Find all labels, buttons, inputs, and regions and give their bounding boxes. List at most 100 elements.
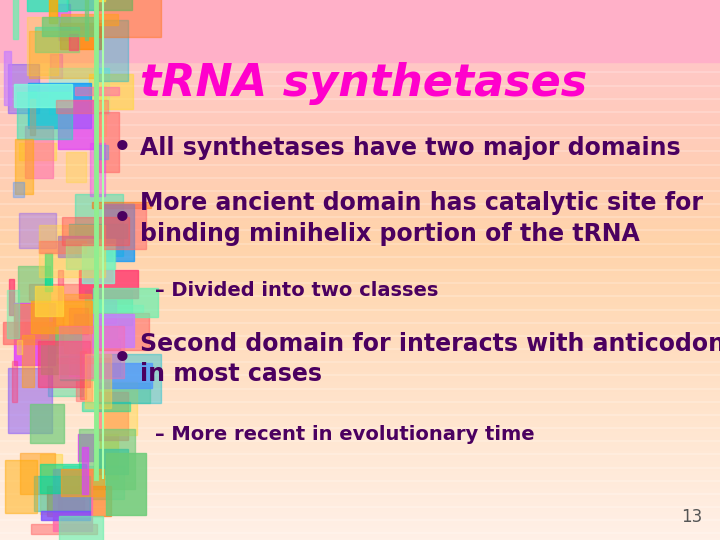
Bar (49, 68, 109, 114)
Bar (14, 304, 48, 338)
Bar (84, 0, 88, 40)
Bar (55, 100, 107, 113)
Bar (15, 139, 33, 194)
Bar (78, 429, 135, 489)
Bar (62, 217, 129, 245)
Bar (99, 21, 128, 81)
Bar (99, 354, 161, 403)
Bar (30, 91, 36, 97)
Bar (37, 341, 90, 387)
Bar (48, 0, 57, 23)
Text: 13: 13 (680, 509, 702, 526)
Bar (19, 213, 56, 248)
Bar (103, 204, 134, 261)
Bar (47, 486, 111, 516)
Bar (25, 126, 53, 178)
Bar (96, 392, 128, 440)
Bar (103, 204, 145, 249)
Bar (30, 404, 64, 443)
Bar (82, 244, 114, 283)
Bar (74, 314, 134, 347)
Bar (82, 447, 88, 494)
Bar (58, 357, 109, 363)
Bar (66, 152, 86, 182)
Bar (97, 0, 105, 1)
Bar (94, 145, 108, 159)
Bar (40, 454, 62, 514)
Bar (86, 354, 111, 408)
Bar (45, 253, 52, 291)
Text: More ancient domain has catalytic site for
binding minihelix portion of the tRNA: More ancient domain has catalytic site f… (140, 191, 703, 246)
Bar (94, 449, 128, 475)
Text: All synthetases have two major domains: All synthetases have two major domains (140, 137, 681, 160)
Text: Second domain for interacts with anticodon
in most cases: Second domain for interacts with anticod… (140, 332, 720, 387)
Bar (85, 289, 132, 325)
Bar (30, 284, 94, 300)
Bar (53, 469, 92, 531)
Bar (42, 17, 98, 36)
Bar (99, 383, 150, 403)
Bar (103, 312, 117, 339)
Bar (17, 266, 50, 318)
Bar (53, 316, 63, 345)
Bar (58, 99, 94, 148)
Bar (97, 363, 152, 388)
Bar (32, 524, 97, 535)
Bar (40, 241, 86, 253)
Bar (4, 51, 11, 105)
Bar (8, 368, 52, 433)
Bar (68, 308, 88, 334)
Text: •: • (113, 134, 132, 163)
Bar (19, 143, 56, 160)
Bar (5, 461, 37, 513)
Bar (61, 14, 118, 25)
Bar (93, 288, 158, 317)
Bar (104, 382, 138, 435)
Bar (90, 144, 105, 195)
Bar (35, 476, 91, 511)
Bar (7, 289, 19, 338)
Bar (64, 294, 91, 353)
Bar (75, 194, 123, 256)
Bar (68, 339, 120, 376)
Bar (58, 491, 84, 510)
Bar (60, 23, 101, 49)
Bar (31, 301, 92, 333)
Text: •: • (113, 345, 132, 373)
Bar (27, 0, 67, 11)
Bar (27, 17, 58, 75)
Bar (3, 322, 54, 344)
Bar (8, 64, 40, 113)
Bar (76, 347, 91, 401)
Bar (69, 224, 127, 238)
Bar (50, 55, 62, 78)
Bar (39, 225, 105, 276)
Bar (106, 453, 146, 515)
Bar (59, 327, 125, 378)
Bar (48, 335, 84, 396)
Bar (17, 305, 81, 331)
Bar (0, 0, 720, 62)
Bar (58, 4, 70, 40)
Bar (30, 31, 96, 78)
Bar (66, 239, 115, 269)
Bar (78, 270, 138, 298)
Bar (25, 322, 53, 342)
Bar (58, 270, 63, 316)
Text: •: • (113, 205, 132, 233)
Bar (83, 402, 130, 411)
Bar (14, 303, 55, 364)
Bar (99, 112, 120, 172)
Text: tRNA synthetases: tRNA synthetases (140, 62, 588, 105)
Bar (35, 26, 79, 51)
Bar (60, 356, 94, 380)
Bar (75, 87, 119, 94)
Bar (35, 286, 63, 316)
Bar (98, 0, 161, 37)
Bar (13, 0, 18, 39)
Bar (100, 86, 107, 137)
Bar (48, 325, 94, 353)
Bar (89, 74, 133, 109)
Bar (14, 84, 72, 107)
Bar (40, 327, 81, 374)
